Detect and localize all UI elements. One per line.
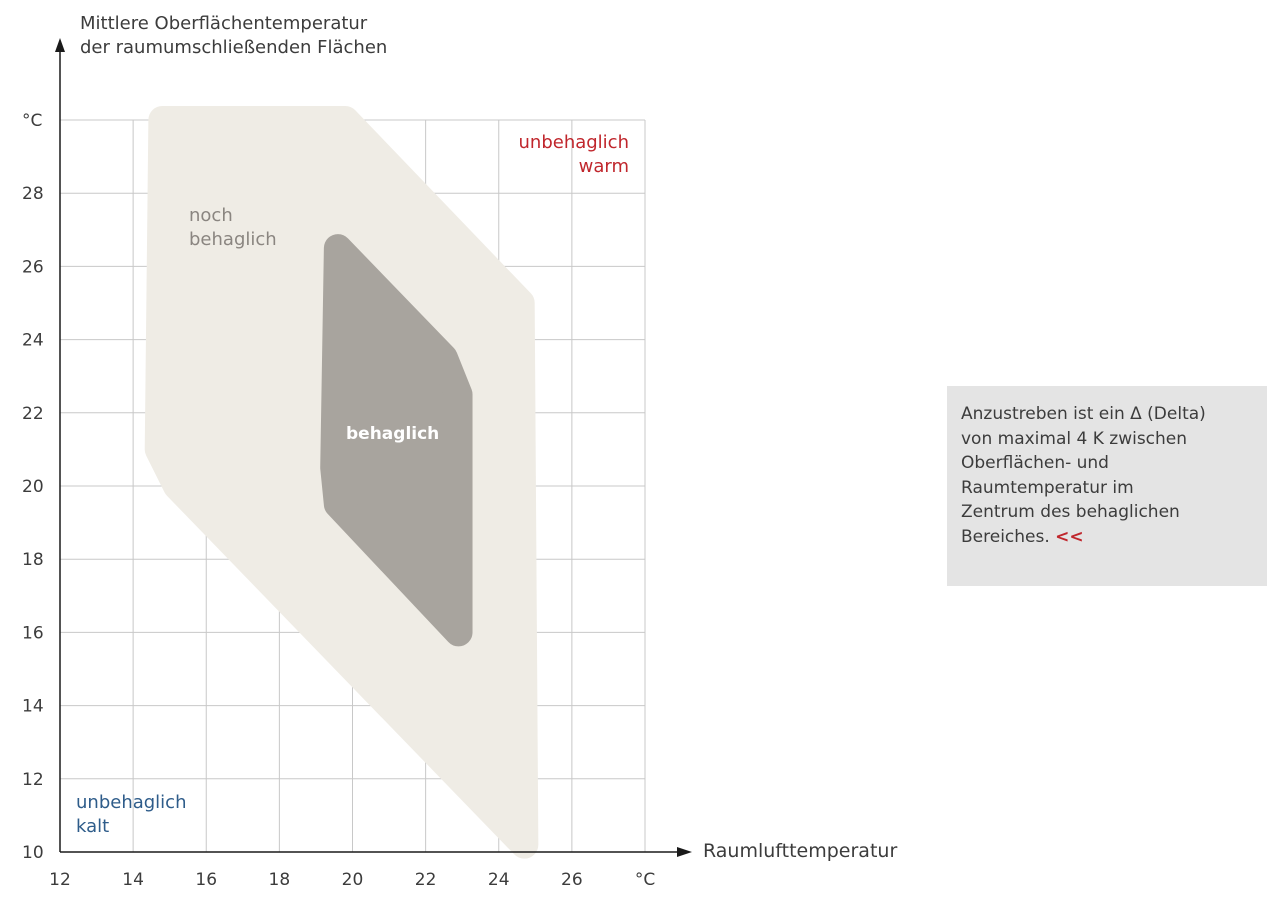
y-axis-arrow-icon — [55, 38, 65, 52]
zone-label-cold-line2: kalt — [76, 816, 110, 837]
y-tick-label: 12 — [22, 770, 44, 790]
y-tick-label: 26 — [22, 257, 44, 277]
x-tick-label: 24 — [488, 870, 510, 890]
x-axis-arrow-icon — [677, 847, 692, 857]
region-label-noch-line2: behaglich — [189, 229, 277, 250]
x-tick-label: 18 — [269, 870, 291, 890]
zone-label-warm: unbehaglich warm — [519, 131, 630, 179]
zone-label-warm-line2: warm — [578, 156, 629, 177]
y-tick-label: 14 — [22, 697, 44, 717]
region-label-noch-behaglich: noch behaglich — [189, 204, 277, 252]
info-note-box: Anzustreben ist ein Δ (Delta) von maxima… — [947, 386, 1267, 586]
x-tick-label: 16 — [195, 870, 217, 890]
x-axis-title: Raumlufttemperatur — [703, 840, 898, 862]
y-tick-label: 10 — [22, 843, 44, 863]
note-line-6: Bereiches. << — [961, 525, 1253, 550]
x-tick-label: 26 — [561, 870, 583, 890]
x-tick-label: °C — [635, 870, 655, 890]
back-marker-icon[interactable]: << — [1055, 526, 1084, 547]
y-tick-label: 28 — [22, 184, 44, 204]
y-axis-title: Mittlere Oberflächentemperatur der raumu… — [80, 12, 387, 60]
note-line-2: von maximal 4 K zwischen — [961, 428, 1188, 449]
y-axis-title-line2: der raumumschließenden Flächen — [80, 37, 388, 58]
zone-label-cold: unbehaglich kalt — [76, 791, 187, 839]
y-tick-label: 20 — [22, 477, 44, 497]
note-line-5: Zentrum des behaglichen — [961, 502, 1180, 522]
zone-label-cold-line1: unbehaglich — [76, 792, 187, 813]
y-axis-title-line1: Mittlere Oberflächentemperatur — [80, 13, 368, 34]
y-tick-label: 22 — [22, 404, 44, 424]
x-tick-label: 22 — [415, 870, 437, 890]
x-tick-label: 20 — [342, 870, 364, 890]
y-tick-label: 24 — [22, 331, 44, 351]
region-behaglich — [320, 234, 473, 647]
note-line-6-text: Bereiches. — [961, 526, 1050, 547]
y-tick-label: °C — [22, 111, 42, 131]
y-tick-label: 16 — [22, 623, 44, 643]
region-label-behaglich: behaglich — [346, 424, 440, 444]
y-tick-label: 18 — [22, 550, 44, 570]
zone-label-warm-line1: unbehaglich — [518, 132, 630, 153]
note-line-4: Raumtemperatur im — [961, 477, 1134, 498]
region-label-noch-line1: noch — [189, 205, 233, 226]
x-tick-label: 12 — [49, 870, 71, 890]
x-tick-label: 14 — [122, 870, 144, 890]
note-line-3: Oberflächen- und — [961, 453, 1109, 473]
note-line-1: Anzustreben ist ein Δ (Delta) — [961, 404, 1206, 424]
